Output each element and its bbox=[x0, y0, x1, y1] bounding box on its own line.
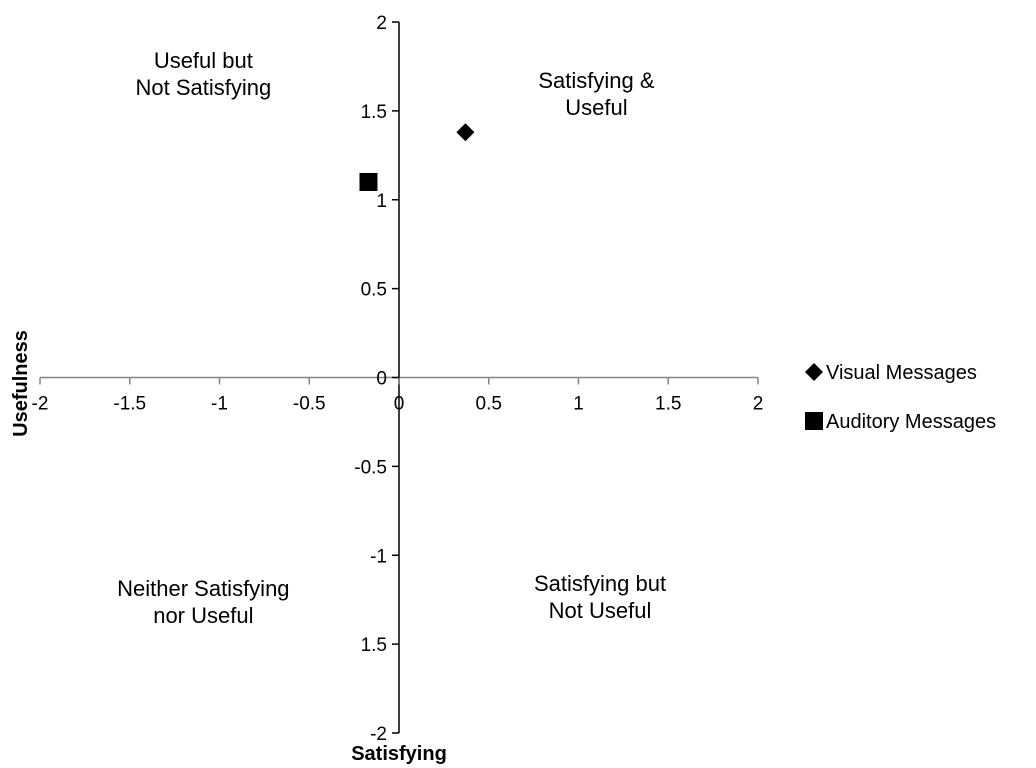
axes bbox=[39, 21, 759, 734]
tick-labels: -2 -1.5 -1 -0.5 0 0.5 1 1.5 2 2 1.5 1 0.5 0 -0.5 -1 1.5 -… bbox=[32, 13, 764, 745]
x-tick-label: 1.5 bbox=[655, 394, 681, 415]
quadrant-label-bottom-right: Not Useful bbox=[549, 598, 652, 623]
y-tick-label: 2 bbox=[376, 13, 387, 34]
y-tick-label: -1 bbox=[370, 546, 387, 567]
quadrant-label-top-left: Useful but bbox=[154, 48, 253, 73]
quadrant-label-top-left: Not Satisfying bbox=[135, 75, 271, 100]
x-tick-label: -1.5 bbox=[113, 394, 146, 415]
y-axis-title: Usefulness bbox=[10, 330, 32, 437]
auditory-messages-point bbox=[359, 172, 378, 191]
legend-diamond-icon bbox=[805, 363, 823, 381]
x-axis-title: Satisfying bbox=[351, 743, 447, 765]
x-tick-label: -0.5 bbox=[293, 394, 326, 415]
x-tick-label: 1 bbox=[573, 394, 584, 415]
x-tick-label: -1 bbox=[211, 394, 228, 415]
quadrant-label-bottom-right: Satisfying but bbox=[534, 571, 666, 596]
x-tick-label: 0.5 bbox=[476, 394, 502, 415]
quadrant-label-top-right: Satisfying & bbox=[538, 68, 654, 93]
legend-label: Auditory Messages bbox=[826, 411, 996, 433]
x-tick-label: -2 bbox=[32, 394, 49, 415]
y-tick-label: -2 bbox=[370, 724, 387, 745]
y-tick-label: 0 bbox=[376, 369, 387, 390]
y-tick-label: 0.5 bbox=[361, 280, 387, 301]
quadrant-label-bottom-left: nor Useful bbox=[153, 603, 253, 628]
data-points bbox=[359, 123, 475, 191]
legend-label: Visual Messages bbox=[826, 362, 977, 384]
visual-messages-point bbox=[456, 123, 475, 142]
y-tick-label: -0.5 bbox=[354, 457, 387, 478]
x-tick-label: 2 bbox=[753, 394, 764, 415]
y-tick-label: 1 bbox=[376, 191, 387, 212]
y-tick-label: 1.5 bbox=[361, 635, 387, 656]
legend: Visual Messages Auditory Messages bbox=[805, 362, 996, 433]
y-tick-label: 1.5 bbox=[361, 102, 387, 123]
x-tick-label: 0 bbox=[394, 394, 405, 415]
legend-square-icon bbox=[805, 412, 823, 430]
quadrant-label-bottom-left: Neither Satisfying bbox=[117, 576, 289, 601]
quadrant-label-top-right: Useful bbox=[565, 95, 627, 120]
